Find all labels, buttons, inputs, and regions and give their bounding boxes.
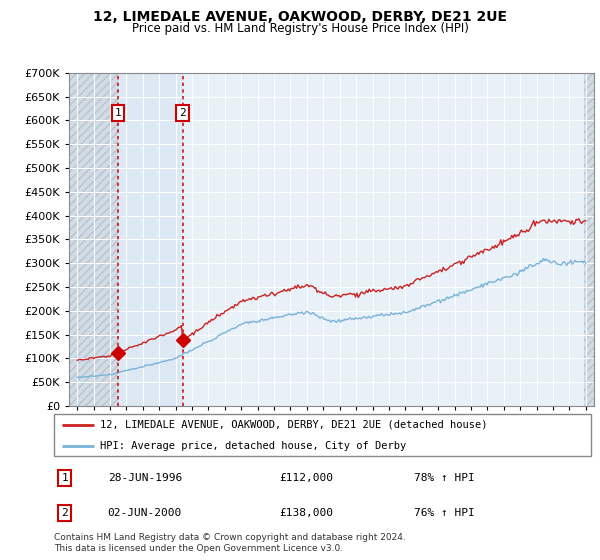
Bar bbox=[584, 73, 594, 406]
Bar bbox=[118, 73, 182, 406]
Text: Price paid vs. HM Land Registry's House Price Index (HPI): Price paid vs. HM Land Registry's House … bbox=[131, 22, 469, 35]
Text: 02-JUN-2000: 02-JUN-2000 bbox=[108, 508, 182, 518]
Text: £112,000: £112,000 bbox=[280, 473, 334, 483]
Text: HPI: Average price, detached house, City of Derby: HPI: Average price, detached house, City… bbox=[100, 441, 406, 451]
Bar bbox=[69, 73, 118, 406]
Text: 28-JUN-1996: 28-JUN-1996 bbox=[108, 473, 182, 483]
Text: 12, LIMEDALE AVENUE, OAKWOOD, DERBY, DE21 2UE (detached house): 12, LIMEDALE AVENUE, OAKWOOD, DERBY, DE2… bbox=[100, 420, 487, 430]
Text: 2: 2 bbox=[179, 108, 186, 118]
Text: 2: 2 bbox=[61, 508, 68, 518]
Text: 1: 1 bbox=[61, 473, 68, 483]
Text: 76% ↑ HPI: 76% ↑ HPI bbox=[414, 508, 475, 518]
Text: £138,000: £138,000 bbox=[280, 508, 334, 518]
Text: Contains HM Land Registry data © Crown copyright and database right 2024.
This d: Contains HM Land Registry data © Crown c… bbox=[54, 533, 406, 553]
Text: 12, LIMEDALE AVENUE, OAKWOOD, DERBY, DE21 2UE: 12, LIMEDALE AVENUE, OAKWOOD, DERBY, DE2… bbox=[93, 10, 507, 24]
Text: 1: 1 bbox=[115, 108, 121, 118]
Text: 78% ↑ HPI: 78% ↑ HPI bbox=[414, 473, 475, 483]
FancyBboxPatch shape bbox=[54, 414, 591, 456]
